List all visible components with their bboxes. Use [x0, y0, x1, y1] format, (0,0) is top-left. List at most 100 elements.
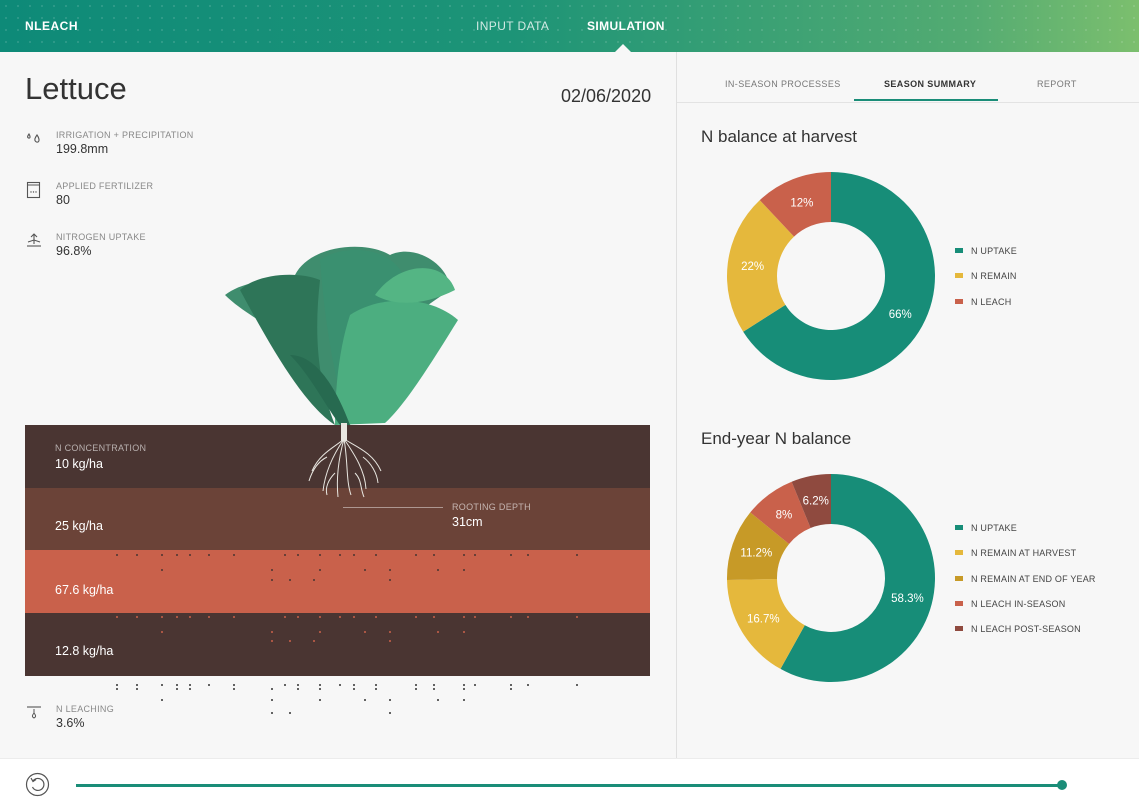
legend-label: N REMAIN	[971, 271, 1017, 282]
nitrate-dot	[353, 684, 355, 686]
legend-swatch	[955, 248, 963, 253]
nav-input-data[interactable]: INPUT DATA	[476, 19, 550, 33]
chart-end-year-donut: 58.3% 16.7% 11.2% 8% 6.2%	[727, 474, 935, 682]
donut-slice-n-uptake[interactable]	[780, 474, 935, 682]
donut-slice-label: 58.3%	[891, 593, 924, 605]
nitrate-dot	[319, 554, 321, 556]
nitrate-dot	[297, 688, 299, 690]
nitrate-dot	[433, 688, 435, 690]
nitrate-dot	[433, 684, 435, 686]
nitrate-dot	[136, 616, 138, 618]
nitrate-dot	[415, 688, 417, 690]
nitrate-dot	[353, 616, 355, 618]
nitrate-dot	[510, 554, 512, 556]
nitrate-dot	[433, 554, 435, 556]
leaching-icon	[27, 706, 41, 719]
donut-slice-n-leach-in-season[interactable]	[750, 481, 811, 544]
stat-leaching-label: N LEACHING	[56, 704, 115, 714]
nitrate-dot	[463, 569, 465, 571]
donut-slice-n-uptake[interactable]	[743, 172, 935, 380]
active-tab-indicator	[854, 99, 998, 101]
donut-slice-label: 16.7%	[747, 614, 780, 626]
nitrate-dot	[375, 688, 377, 690]
legend-swatch	[955, 298, 963, 304]
donut-slice-n-remain-at-harvest[interactable]	[727, 579, 805, 669]
nitrate-dot	[415, 616, 417, 618]
stat-uptake-label: NITROGEN UPTAKE	[56, 232, 146, 242]
replay-icon[interactable]	[25, 772, 50, 797]
nitrate-dot	[375, 616, 377, 618]
donut-slice-n-leach-post-season[interactable]	[791, 474, 831, 529]
nitrate-dot	[319, 699, 321, 701]
nitrate-dot	[233, 688, 235, 690]
nitrate-dot	[189, 554, 191, 556]
fertilizer-bag-icon	[26, 181, 41, 199]
nitrate-dot	[375, 684, 377, 686]
nitrate-dot	[176, 688, 178, 690]
nitrate-dot	[289, 712, 291, 714]
nitrate-dot	[189, 616, 191, 618]
nitrate-dot	[463, 631, 465, 633]
nitrate-dot	[189, 688, 191, 690]
legend-label: N LEACH IN-SEASON	[971, 598, 1066, 609]
nitrate-dot	[136, 684, 138, 686]
nitrate-dot	[527, 616, 529, 618]
nitrate-dot	[233, 684, 235, 686]
nitrate-dot	[297, 616, 299, 618]
stat-fertilizer-value: 80	[56, 193, 70, 207]
app-brand[interactable]: NLEACH	[25, 19, 78, 33]
tab-in-season-processes[interactable]: IN-SEASON PROCESSES	[725, 79, 841, 89]
nitrate-dot	[176, 554, 178, 556]
donut-slice-n-remain[interactable]	[727, 200, 795, 332]
nitrate-dot	[319, 631, 321, 633]
rooting-depth-label: ROOTING DEPTH	[452, 502, 531, 512]
nitrate-dot	[161, 616, 163, 618]
nav-simulation[interactable]: SIMULATION	[587, 19, 665, 33]
tab-season-summary[interactable]: SEASON SUMMARY	[884, 79, 977, 89]
legend-label: N UPTAKE	[971, 523, 1017, 533]
timeline-track[interactable]	[76, 780, 1067, 790]
nitrate-dot	[389, 569, 391, 571]
donut-slice-label: 12%	[790, 198, 813, 210]
timeline-handle[interactable]	[1057, 780, 1067, 790]
nitrate-dot	[415, 554, 417, 556]
rooting-depth-value: 31cm	[452, 515, 483, 529]
nitrate-dot	[176, 616, 178, 618]
soil-layer-4: 12.8 kg/ha	[25, 613, 650, 676]
nitrate-dot	[271, 688, 273, 690]
legend-swatch	[955, 600, 963, 606]
donut-slice-label: 22%	[741, 261, 764, 273]
nitrate-dot	[463, 684, 465, 686]
nitrate-dot	[339, 684, 341, 686]
nitrate-dot	[319, 684, 321, 686]
timeline-progress	[76, 784, 1062, 787]
soil-layer-3-value: 67.6 kg/ha	[55, 583, 114, 597]
donut-slice-label: 6.2%	[803, 495, 829, 507]
nitrate-dot	[289, 579, 291, 581]
nitrate-dot	[389, 640, 391, 642]
legend-label: N UPTAKE	[971, 246, 1017, 256]
nitrate-dot	[208, 554, 210, 556]
root-system	[308, 425, 382, 498]
summary-tabs	[677, 52, 1139, 103]
legend-swatch	[955, 550, 963, 556]
timeline-bar	[0, 758, 1139, 811]
nitrate-dot	[289, 640, 291, 642]
nitrate-dot	[339, 616, 341, 618]
donut-slice-n-leach[interactable]	[759, 172, 831, 237]
donut-slice-n-remain-at-end-of-year[interactable]	[727, 512, 790, 580]
nitrate-dot	[271, 579, 273, 581]
tab-report[interactable]: REPORT	[1037, 79, 1077, 89]
nitrate-dot	[284, 554, 286, 556]
donut-slice-label: 66%	[889, 309, 912, 321]
stat-fertilizer-label: APPLIED FERTILIZER	[56, 181, 154, 191]
nitrate-dot	[463, 554, 465, 556]
legend-swatch	[955, 626, 963, 632]
active-nav-indicator	[615, 44, 631, 52]
nitrate-dot	[136, 554, 138, 556]
nitrate-dot	[161, 699, 163, 701]
legend-label: N REMAIN AT END OF YEAR	[971, 573, 1096, 584]
panel-divider	[676, 52, 677, 758]
crop-title: Lettuce	[25, 71, 127, 106]
nitrate-dot	[433, 616, 435, 618]
